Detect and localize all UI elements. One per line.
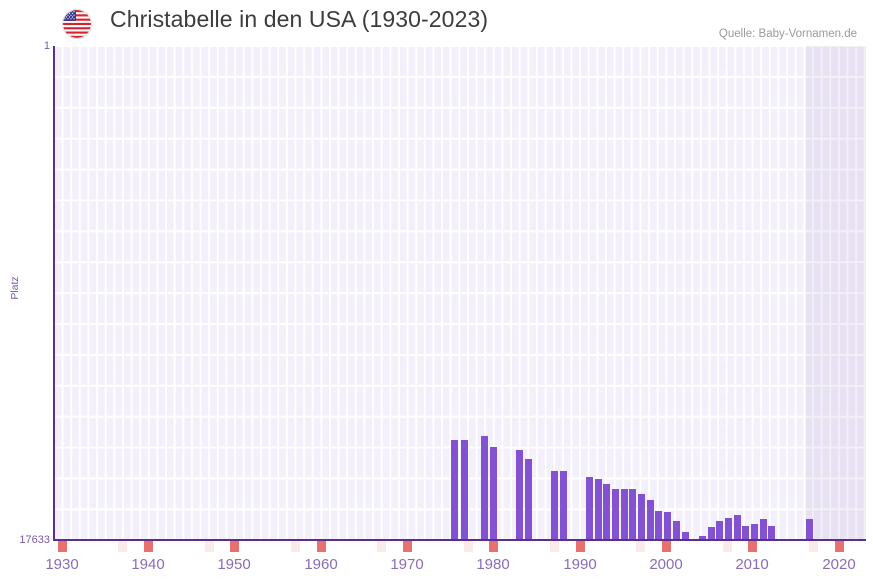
x-axis-label-1980: 1980: [476, 556, 510, 573]
x-tick-minor: [550, 541, 559, 552]
bar-1979[interactable]: [461, 440, 469, 540]
bar-1996[interactable]: [612, 489, 620, 540]
bar-2008[interactable]: [716, 521, 724, 540]
bar-1981[interactable]: [481, 436, 489, 540]
x-axis-label-2000: 2000: [649, 556, 683, 573]
grid-lines: [54, 46, 866, 540]
x-tick-minor: [809, 541, 818, 552]
x-tick-minor: [205, 541, 214, 552]
chart-header: Christabelle in den USA (1930-2023) Quel…: [0, 0, 873, 46]
bar-1985[interactable]: [516, 450, 524, 540]
x-tick-1990: [576, 541, 585, 552]
x-axis-label-1950: 1950: [217, 556, 251, 573]
x-axis-label-1970: 1970: [390, 556, 424, 573]
x-tick-2000: [662, 541, 671, 552]
x-tick-1970: [403, 541, 412, 552]
x-axis-ticks: [54, 541, 866, 552]
bar-1994[interactable]: [595, 479, 603, 540]
x-tick-minor: [464, 541, 473, 552]
bar-1990[interactable]: [560, 471, 568, 540]
source-attribution: Quelle: Baby-Vornamen.de: [718, 28, 857, 40]
y-axis-line: [53, 46, 55, 541]
x-tick-2020: [835, 541, 844, 552]
x-axis-label-1990: 1990: [563, 556, 597, 573]
bar-2006[interactable]: [699, 536, 707, 540]
x-tick-1950: [230, 541, 239, 552]
x-tick-2010: [748, 541, 757, 552]
bar-1982[interactable]: [490, 447, 498, 540]
bar-2007[interactable]: [708, 527, 716, 540]
bar-2004[interactable]: [682, 532, 690, 540]
bar-1995[interactable]: [603, 484, 611, 540]
bar-1998[interactable]: [629, 489, 637, 540]
bar-2014[interactable]: [768, 526, 776, 540]
x-axis-labels: 1930 1940 1950 1960 1970 1980 1990 2000 2010 2020: [0, 556, 873, 584]
bar-series: [54, 46, 866, 540]
bar-2013[interactable]: [760, 519, 768, 540]
x-tick-minor: [723, 541, 732, 552]
bar-2010[interactable]: [734, 515, 742, 540]
bar-2000[interactable]: [647, 500, 655, 540]
x-tick-1930: [58, 541, 67, 552]
bar-1978[interactable]: [451, 440, 459, 540]
bar-2002[interactable]: [664, 512, 672, 540]
x-tick-1960: [317, 541, 326, 552]
x-tick-1980: [489, 541, 498, 552]
x-axis-label-1960: 1960: [304, 556, 338, 573]
x-axis-label-2010: 2010: [735, 556, 769, 573]
x-axis-label-1940: 1940: [131, 556, 165, 573]
x-axis-line: [54, 539, 866, 541]
x-axis-label-1930: 1930: [45, 556, 79, 573]
x-tick-minor: [377, 541, 386, 552]
y-axis-bottom-label: 17633: [19, 534, 50, 546]
x-tick-minor: [118, 541, 127, 552]
bar-2009[interactable]: [725, 518, 733, 540]
bar-2003[interactable]: [673, 521, 681, 540]
plot-area: [54, 46, 866, 540]
bar-2001[interactable]: [655, 511, 663, 540]
x-tick-minor: [291, 541, 300, 552]
x-tick-1940: [144, 541, 153, 552]
y-axis-top-label: 1: [43, 40, 50, 52]
bar-2022[interactable]: [806, 519, 814, 540]
bar-1993[interactable]: [586, 477, 594, 540]
y-axis-title: Platz: [9, 276, 21, 300]
x-tick-minor: [636, 541, 645, 552]
us-flag-icon: [63, 10, 91, 38]
bar-2012[interactable]: [751, 524, 759, 540]
bar-2011[interactable]: [742, 526, 750, 540]
bar-1997[interactable]: [621, 489, 629, 540]
x-axis-label-2020: 2020: [822, 556, 856, 573]
bar-1986[interactable]: [525, 459, 533, 540]
bar-1999[interactable]: [638, 494, 646, 540]
forecast-shaded-region: [806, 46, 866, 540]
chart-title: Christabelle in den USA (1930-2023): [110, 6, 489, 32]
bar-1989[interactable]: [551, 471, 559, 540]
